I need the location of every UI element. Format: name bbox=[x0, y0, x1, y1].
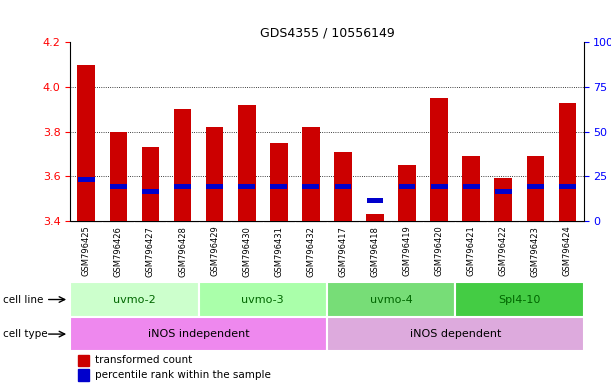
Bar bbox=[495, 189, 511, 194]
Text: GSM796417: GSM796417 bbox=[338, 226, 348, 276]
Text: cell line: cell line bbox=[3, 295, 43, 305]
Bar bbox=[527, 156, 544, 221]
Bar bbox=[109, 131, 127, 221]
Bar bbox=[463, 184, 480, 189]
Text: transformed count: transformed count bbox=[95, 356, 192, 366]
Text: GSM796429: GSM796429 bbox=[210, 226, 219, 276]
Bar bbox=[271, 184, 287, 189]
Bar bbox=[302, 127, 320, 221]
Text: GSM796432: GSM796432 bbox=[306, 226, 315, 276]
Bar bbox=[78, 65, 95, 221]
Text: GSM796428: GSM796428 bbox=[178, 226, 187, 276]
Bar bbox=[302, 184, 319, 189]
Bar bbox=[334, 152, 352, 221]
Bar bbox=[367, 198, 383, 203]
Bar bbox=[142, 147, 159, 221]
Text: GSM796425: GSM796425 bbox=[82, 226, 91, 276]
Text: cell type: cell type bbox=[3, 329, 48, 339]
Bar bbox=[238, 184, 255, 189]
Text: GSM796430: GSM796430 bbox=[242, 226, 251, 276]
Text: iNOS independent: iNOS independent bbox=[148, 329, 249, 339]
Text: GSM796431: GSM796431 bbox=[274, 226, 284, 276]
Bar bbox=[270, 143, 288, 221]
Text: GSM796423: GSM796423 bbox=[531, 226, 540, 276]
Bar bbox=[78, 369, 89, 381]
Text: iNOS dependent: iNOS dependent bbox=[409, 329, 501, 339]
Text: GSM796422: GSM796422 bbox=[499, 226, 508, 276]
Bar bbox=[207, 184, 223, 189]
Bar bbox=[430, 98, 448, 221]
Bar bbox=[399, 184, 415, 189]
Bar bbox=[327, 282, 455, 317]
Text: GSM796421: GSM796421 bbox=[467, 226, 476, 276]
Text: uvmo-3: uvmo-3 bbox=[241, 295, 284, 305]
Bar bbox=[142, 189, 159, 194]
Bar bbox=[78, 355, 89, 366]
Text: uvmo-4: uvmo-4 bbox=[370, 295, 412, 305]
Bar bbox=[455, 282, 584, 317]
Bar bbox=[174, 184, 191, 189]
Text: GSM796426: GSM796426 bbox=[114, 226, 123, 276]
Bar bbox=[70, 282, 199, 317]
Bar bbox=[463, 156, 480, 221]
Text: GSM796418: GSM796418 bbox=[370, 226, 379, 276]
Text: GSM796424: GSM796424 bbox=[563, 226, 572, 276]
Bar bbox=[238, 105, 255, 221]
Bar bbox=[398, 165, 416, 221]
Bar bbox=[559, 184, 576, 189]
Title: GDS4355 / 10556149: GDS4355 / 10556149 bbox=[260, 26, 394, 40]
Bar bbox=[335, 184, 351, 189]
Bar bbox=[327, 317, 584, 351]
Text: Spl4-10: Spl4-10 bbox=[498, 295, 541, 305]
Text: GSM796427: GSM796427 bbox=[146, 226, 155, 276]
Bar bbox=[558, 103, 576, 221]
Text: uvmo-2: uvmo-2 bbox=[113, 295, 156, 305]
Bar bbox=[366, 214, 384, 221]
Text: percentile rank within the sample: percentile rank within the sample bbox=[95, 370, 271, 380]
Text: GSM796420: GSM796420 bbox=[434, 226, 444, 276]
Bar bbox=[494, 179, 512, 221]
Bar bbox=[174, 109, 191, 221]
Bar bbox=[199, 282, 327, 317]
Bar bbox=[78, 177, 95, 182]
Text: GSM796419: GSM796419 bbox=[403, 226, 412, 276]
Bar bbox=[110, 184, 126, 189]
Bar bbox=[206, 127, 224, 221]
Bar bbox=[431, 184, 447, 189]
Bar bbox=[70, 317, 327, 351]
Bar bbox=[527, 184, 544, 189]
